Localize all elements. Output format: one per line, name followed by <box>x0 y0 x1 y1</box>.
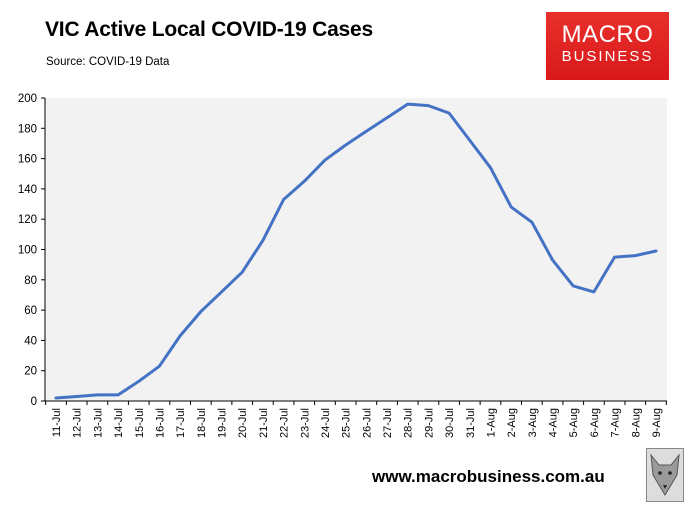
chart-title: VIC Active Local COVID-19 Cases <box>45 18 373 41</box>
x-tick-label: 5-Aug <box>568 408 580 437</box>
x-tick-label: 16-Jul <box>154 408 166 438</box>
x-tick-label: 27-Jul <box>382 408 394 438</box>
y-tick-label: 80 <box>24 275 37 287</box>
chart-subtitle: Source: COVID-19 Data <box>46 56 170 68</box>
x-tick-label: 15-Jul <box>134 408 146 438</box>
x-tick-label: 8-Aug <box>630 408 642 437</box>
x-tick-label: 13-Jul <box>92 408 104 438</box>
x-tick-label: 11-Jul <box>51 408 63 437</box>
x-tick-label: 14-Jul <box>113 408 125 438</box>
x-tick-label: 31-Jul <box>465 408 477 438</box>
x-tick-label: 19-Jul <box>217 408 229 438</box>
line-chart: 0 20 40 60 80 100 120 140 160 180 200 11-Jul 12-Jul… <box>18 93 667 438</box>
y-tick-label: 140 <box>18 184 37 196</box>
plot-area <box>45 98 667 401</box>
x-tick-label: 21-Jul <box>258 408 270 438</box>
y-axis: 0 20 40 60 80 100 120 140 160 180 200 <box>18 93 46 408</box>
y-tick-label: 20 <box>24 366 37 378</box>
x-tick-label: 12-Jul <box>72 408 84 438</box>
x-tick-label: 30-Jul <box>444 408 456 438</box>
x-tick-label: 24-Jul <box>320 408 332 438</box>
x-tick-label: 20-Jul <box>237 408 249 438</box>
logo-line2: BUSINESS <box>561 48 654 65</box>
x-axis: 11-Jul 12-Jul 13-Jul 14-Jul 15-Jul 16-Jul 17-J… <box>45 400 667 438</box>
y-tick-label: 160 <box>18 154 37 166</box>
x-tick-label: 25-Jul <box>341 408 353 438</box>
y-tick-label: 120 <box>18 214 37 226</box>
footer-url: www.macrobusiness.com.au <box>372 467 605 486</box>
x-tick-label: 7-Aug <box>610 408 622 437</box>
y-tick-label: 40 <box>24 335 37 347</box>
x-tick-label: 1-Aug <box>485 408 497 437</box>
x-tick-label: 28-Jul <box>403 408 415 438</box>
series-line <box>54 102 658 400</box>
y-tick-label: 100 <box>18 245 37 257</box>
x-tick-label: 2-Aug <box>506 408 518 437</box>
x-tick-label: 4-Aug <box>548 408 560 437</box>
logo-line1: MACRO <box>561 21 654 48</box>
x-tick-label: 17-Jul <box>175 408 187 438</box>
x-tick-label: 3-Aug <box>527 408 539 437</box>
x-tick-label: 18-Jul <box>196 408 208 438</box>
y-tick-label: 180 <box>18 123 37 135</box>
y-tick-label: 0 <box>31 396 37 408</box>
y-tick-label: 200 <box>18 93 37 105</box>
x-tick-label: 6-Aug <box>589 408 601 437</box>
macrobusiness-logo: MACRO BUSINESS <box>546 12 669 80</box>
x-tick-label: 26-Jul <box>361 408 373 438</box>
y-tick-label: 60 <box>24 305 37 317</box>
x-tick-label: 29-Jul <box>423 408 435 438</box>
x-tick-label: 9-Aug <box>651 408 663 437</box>
x-tick-label: 22-Jul <box>279 408 291 438</box>
x-tick-label: 23-Jul <box>299 408 311 438</box>
wolf-logo-icon <box>646 448 684 502</box>
